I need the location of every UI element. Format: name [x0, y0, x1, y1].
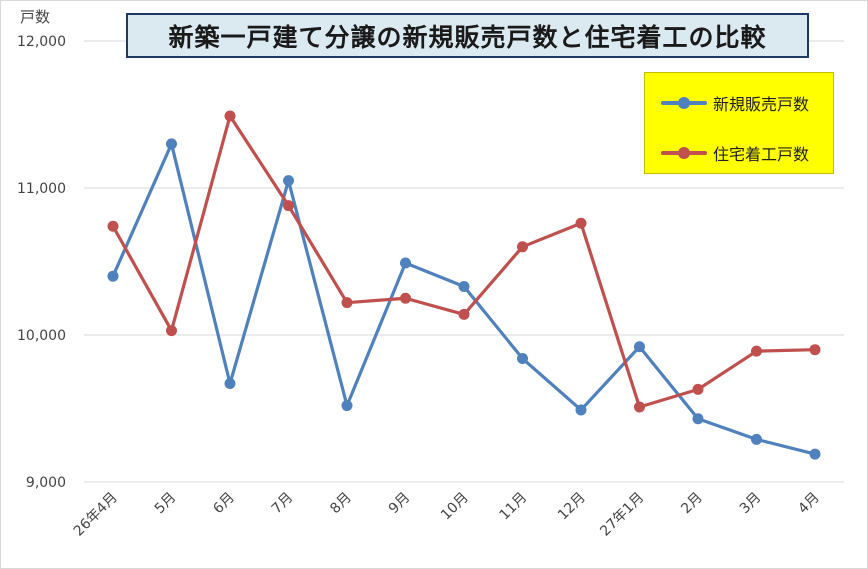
x-tick-label: 5月 [152, 490, 180, 518]
y-axis-label: 戸数 [20, 8, 50, 26]
data-point [166, 138, 177, 150]
data-point [517, 241, 528, 253]
data-point [692, 413, 704, 425]
x-tick-labels: 26年4月 5月 6月 7月 8月 9月 10月 11月 12月 27年1月 2月 3月 4月 [71, 490, 823, 540]
data-point [634, 401, 645, 413]
y-tick-label: 11,000 [17, 181, 66, 197]
y-tick-labels: 9,000 10,000 11,000 12,000 [17, 34, 66, 491]
y-tick-label: 9,000 [26, 475, 66, 491]
data-point [283, 175, 294, 187]
x-tick-label: 2月 [678, 490, 706, 518]
x-tick-label: 9月 [386, 490, 414, 518]
series-lines [107, 110, 821, 460]
data-point [634, 341, 645, 353]
series-line [111, 142, 816, 456]
series-0 [107, 138, 821, 460]
data-point [809, 448, 821, 460]
data-point [166, 325, 177, 337]
chart-legend: 新規販売戸数 住宅着工戸数 [644, 72, 834, 174]
data-point [341, 400, 353, 412]
series-1 [107, 110, 821, 413]
data-point [751, 345, 762, 357]
legend-label-starts: 住宅着工戸数 [713, 145, 810, 164]
data-point [107, 270, 119, 282]
legend-swatch-sales [661, 97, 707, 109]
data-point [341, 297, 353, 309]
data-point [751, 433, 762, 445]
legend-item-starts: 住宅着工戸数 [661, 141, 809, 165]
legend-item-sales: 新規販売戸数 [661, 91, 809, 115]
data-point [692, 383, 704, 395]
chart-title: 新築一戸建て分譲の新規販売戸数と住宅着工の比較 [168, 22, 767, 52]
x-tick-label: 11月 [497, 490, 531, 524]
x-tick-label: 4月 [795, 490, 823, 518]
data-point [283, 200, 294, 212]
y-tick-label: 12,000 [17, 34, 66, 50]
x-tick-label: 7月 [269, 490, 297, 518]
x-tick-label: 12月 [555, 490, 589, 524]
x-tick-label: 6月 [210, 490, 238, 518]
x-tick-label: 10月 [438, 490, 472, 524]
legend-swatch-starts [661, 147, 707, 159]
data-point [400, 292, 411, 304]
data-point [517, 353, 528, 365]
x-tick-label: 8月 [327, 490, 355, 518]
data-point [575, 404, 587, 416]
x-tick-label: 27年1月 [597, 490, 647, 540]
chart-title-box: 新築一戸建て分譲の新規販売戸数と住宅着工の比較 [126, 13, 809, 58]
data-point [107, 220, 119, 232]
data-point [224, 378, 236, 390]
data-point [458, 280, 470, 292]
data-point [400, 257, 411, 269]
legend-label-sales: 新規販売戸数 [713, 95, 810, 114]
x-tick-label: 26年4月 [71, 490, 121, 540]
data-point [458, 308, 470, 320]
data-point [575, 217, 587, 229]
y-tick-label: 10,000 [17, 328, 66, 344]
x-tick-label: 3月 [737, 490, 765, 518]
data-point [809, 344, 821, 356]
data-point [224, 110, 236, 122]
